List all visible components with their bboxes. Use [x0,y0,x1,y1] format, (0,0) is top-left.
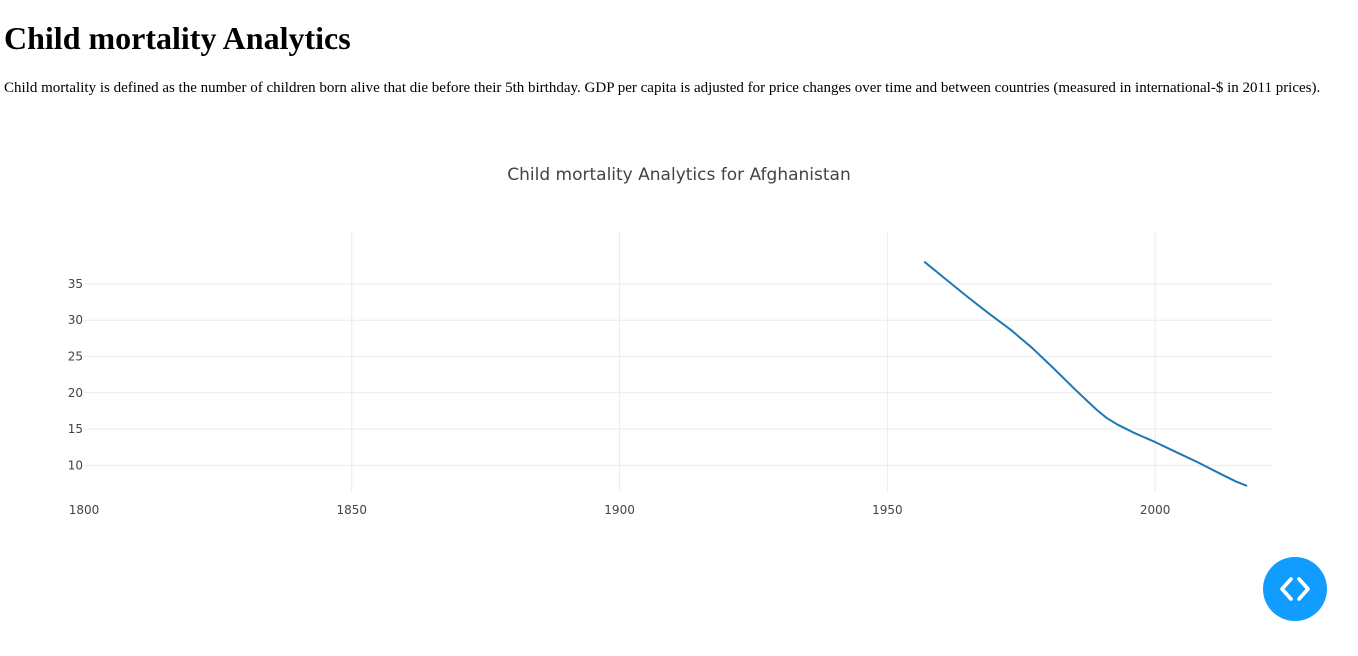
x-tick-label: 1850 [337,503,368,517]
page-description: Child mortality is defined as the number… [4,80,1321,96]
y-tick-label: 10 [68,458,83,472]
page-title: Child mortality Analytics [4,20,351,56]
chart-title: Child mortality Analytics for Afghanista… [507,165,850,185]
x-tick-label: 1800 [69,503,100,517]
x-tick-label: 1900 [604,503,635,517]
code-toggle-button[interactable] [1263,557,1327,621]
x-axis-ticks: 1800 1850 1900 1950 2000 [69,503,1171,517]
y-tick-label: 20 [68,386,83,400]
y-axis-ticks: 10 15 20 25 30 35 [68,277,83,472]
code-brackets-icon [1280,577,1310,601]
x-tick-label: 2000 [1140,503,1171,517]
line-chart[interactable]: Child mortality Analytics for Afghanista… [0,140,1358,540]
chart-grid [84,231,1273,492]
series-line [923,261,1248,487]
y-tick-label: 25 [68,350,83,364]
y-tick-label: 30 [68,313,83,327]
y-tick-label: 15 [68,422,83,436]
x-tick-label: 1950 [872,503,903,517]
y-tick-label: 35 [68,277,83,291]
chart-series[interactable] [923,261,1248,487]
